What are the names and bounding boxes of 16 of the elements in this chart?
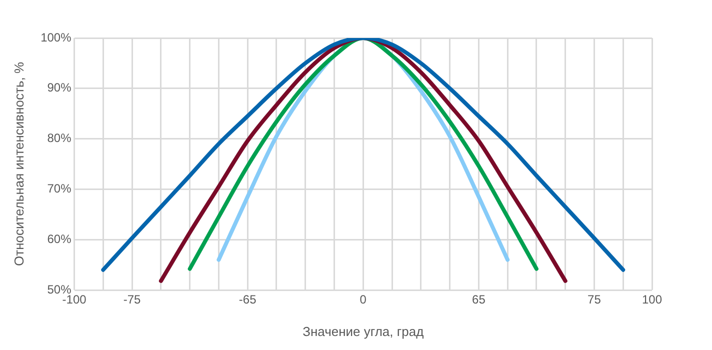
y-tick-label: 70%: [47, 182, 72, 196]
y-axis-title: Относительная интенсивность, %: [11, 62, 26, 266]
x-tick-label: 100: [642, 292, 662, 307]
x-tick-label: 75: [588, 292, 602, 307]
x-tick-label: 0: [360, 292, 367, 307]
x-axis-title: Значение угла, град: [302, 324, 424, 339]
x-tick-label: 65: [472, 292, 486, 307]
x-tick-label: -75: [123, 292, 142, 307]
y-tick-label: 60%: [47, 232, 72, 246]
x-tick-label: -65: [238, 292, 257, 307]
line-series: [101, 38, 626, 272]
y-tick-label: 80%: [47, 131, 72, 146]
line-series: [158, 38, 568, 283]
y-tick-label: 100%: [40, 30, 72, 44]
line-series: [188, 38, 538, 271]
y-tick-label: 90%: [47, 80, 72, 95]
